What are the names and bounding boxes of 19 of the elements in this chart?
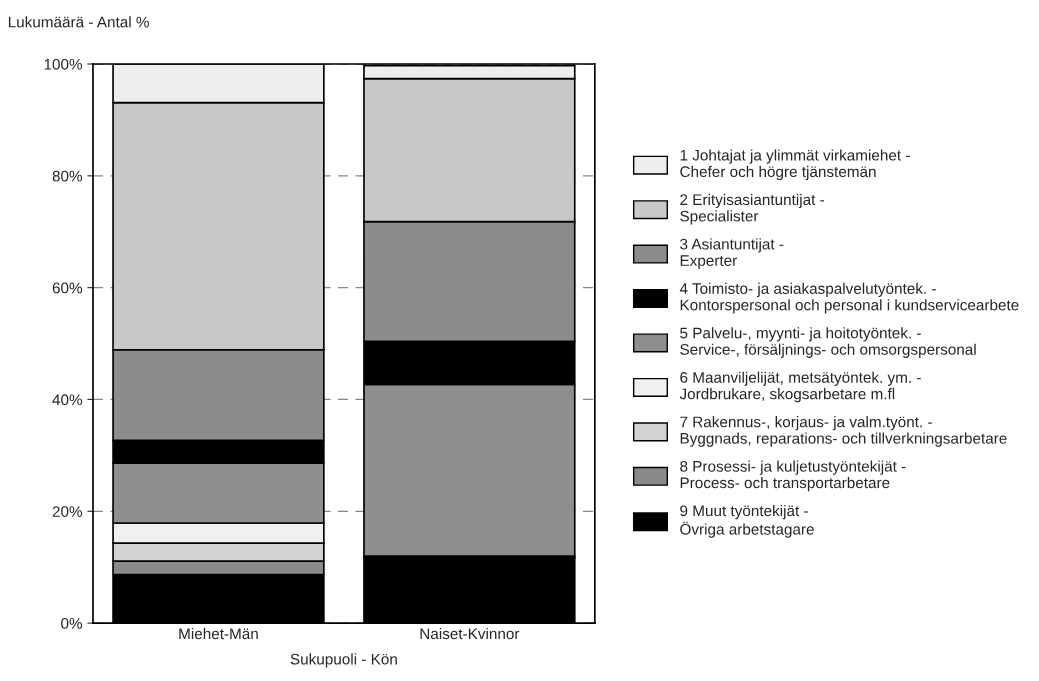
- legend-label: 3 Asiantuntijat - Experter: [680, 238, 784, 269]
- y-tick-label: 0%: [61, 617, 83, 629]
- legend-label: 5 Palvelu-, myynti- ja hoitotyöntek. - Service-, försäljnings- och omsorgspersonal: [680, 327, 976, 358]
- legend-label: 6 Maanviljelijät, metsätyöntek. ym. - Jordbrukare, skogsarbetare m.fl: [679, 371, 921, 403]
- legend-label: 8 Prosessi- ja kuljetustyöntekijät - Process- och transportarbetare: [680, 460, 906, 492]
- y-tick-label: 20%: [52, 506, 83, 517]
- legend-label: 2 Erityisasiantuntijat - Specialister: [680, 193, 825, 225]
- y-tick-label: 60%: [52, 282, 83, 294]
- legend-label: 4 Toimisto- ja asiakaspalvelutyöntek. - Kontorspersonal och personal i kundservicearbete: [679, 282, 1019, 314]
- x-axis-title: Sukupuoli - Kön: [290, 653, 397, 668]
- x-tick-label: Naiset-Kvinnor: [420, 627, 520, 640]
- legend-label: 1 Johtajat ja ylimmät virkamiehet - Chefer och högre tjänstemän: [680, 149, 910, 181]
- y-axis-title: Lukumäärä - Antal %: [8, 16, 149, 28]
- x-tick-label: Miehet-Män: [179, 627, 258, 640]
- legend-label: 9 Muut työntekijät - Övriga arbetstagare: [680, 504, 814, 538]
- y-tick-label: 100%: [44, 58, 83, 70]
- y-tick-label: 80%: [52, 170, 83, 182]
- legend-label: 7 Rakennus-, korjaus- ja valm.työnt. - Byggnads, reparations- och tillverkningsarbetare: [680, 416, 1007, 447]
- y-tick-label: 40%: [52, 394, 83, 406]
